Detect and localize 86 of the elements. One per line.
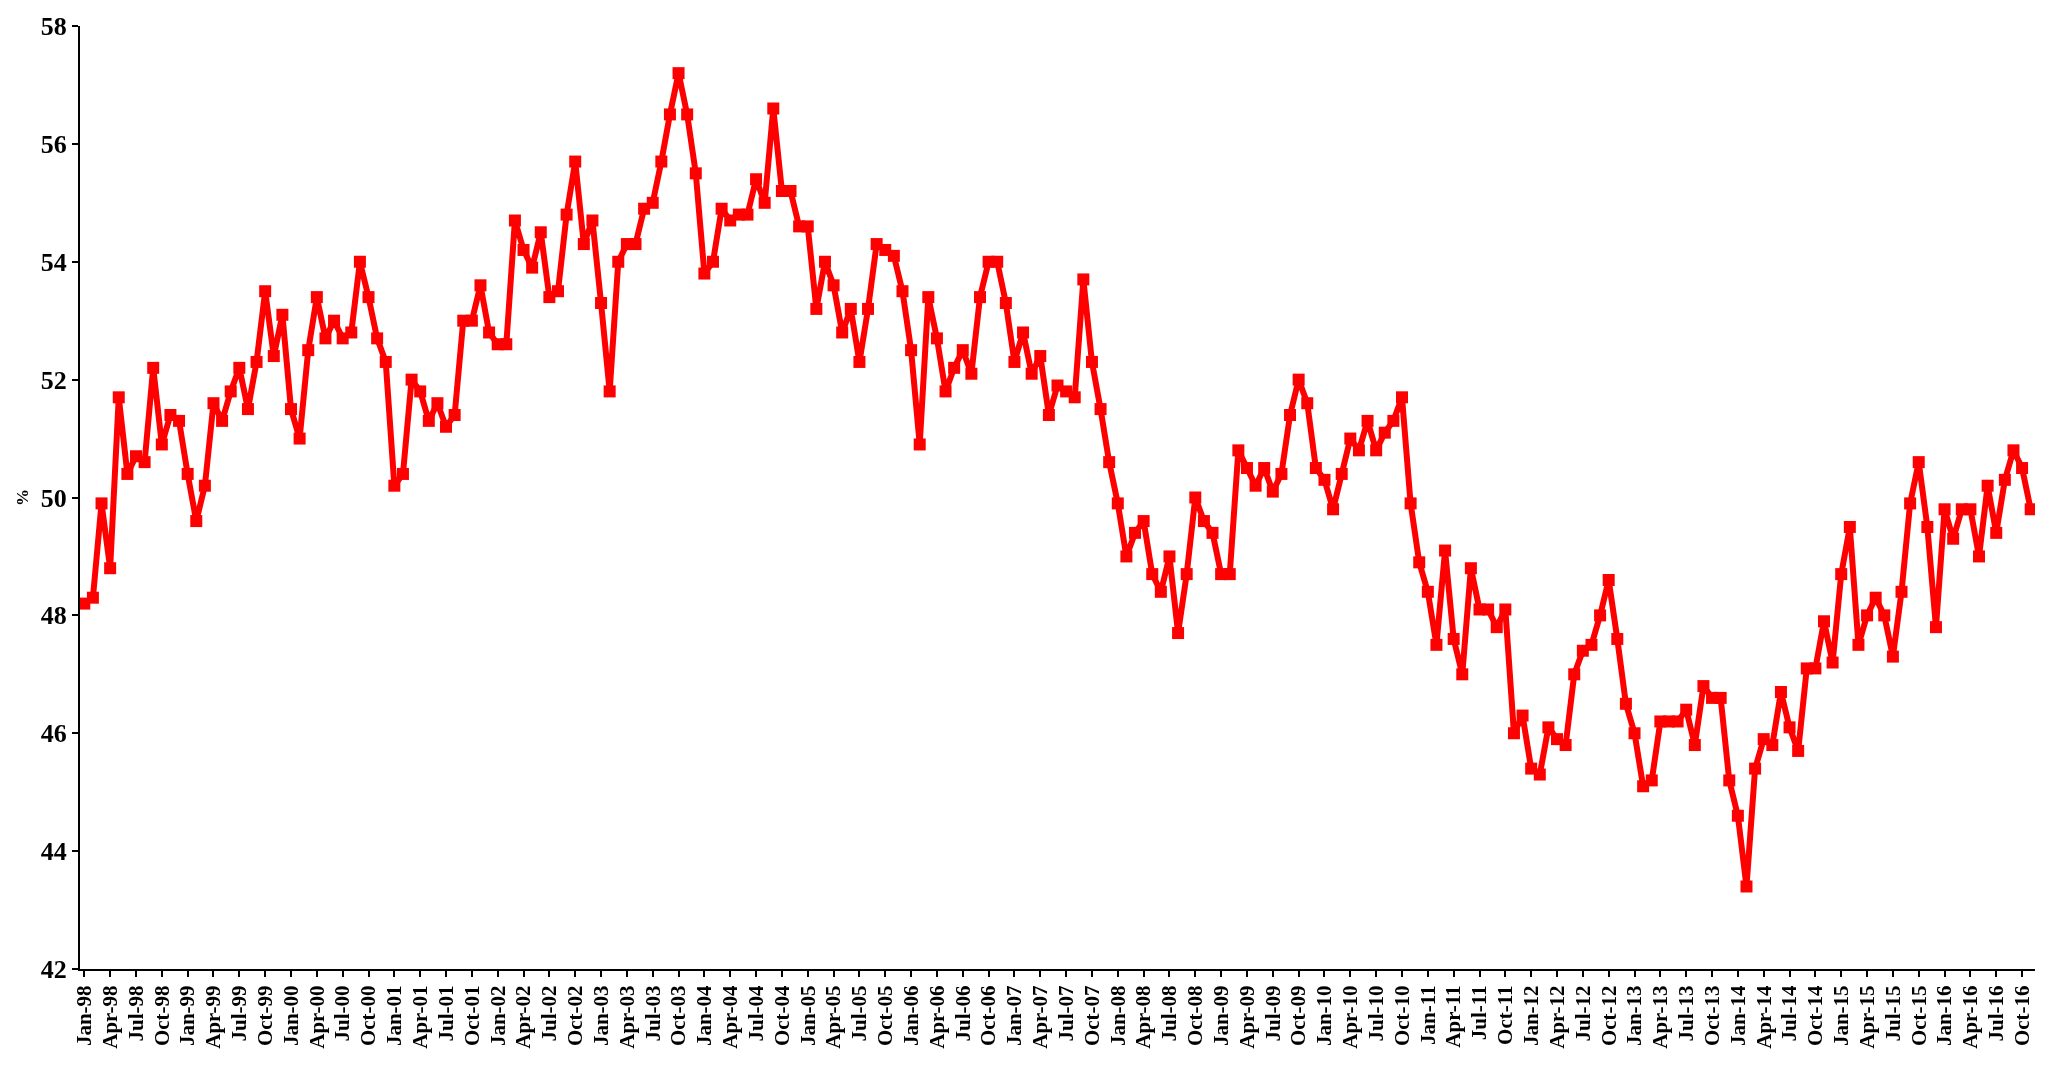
x-tick-label: Jul-09 [1260, 985, 1285, 1042]
x-tick-label: Apr-12 [1544, 985, 1569, 1049]
x-tick-label: Jul-10 [1363, 985, 1388, 1042]
x-tick-label: Jan-13 [1622, 985, 1647, 1047]
x-tick-label: Jul-99 [227, 985, 252, 1042]
x-tick-label: Apr-08 [1131, 985, 1156, 1049]
x-tick-label: Jul-11 [1467, 985, 1492, 1041]
y-tick-label: 46 [40, 719, 67, 749]
x-tick-label: Jan-11 [1415, 985, 1440, 1045]
x-tick-label: Oct-10 [1389, 985, 1414, 1047]
x-tick-label: Apr-15 [1854, 985, 1879, 1049]
x-tick-label: Apr-11 [1441, 985, 1466, 1048]
x-tick-label: Jan-07 [1002, 985, 1027, 1047]
x-tick-label: Jan-14 [1725, 984, 1750, 1047]
x-tick-label: Oct-01 [459, 985, 484, 1047]
x-tick-label: Oct-09 [1286, 985, 1311, 1047]
x-tick-label: Jan-00 [278, 985, 303, 1047]
x-tick-label: Oct-00 [356, 985, 381, 1047]
x-tick-label: Jul-12 [1570, 985, 1595, 1042]
x-tick-label: Jul-08 [1157, 985, 1182, 1042]
x-tick-label: Apr-02 [511, 985, 536, 1049]
x-tick-label: Apr-14 [1751, 984, 1776, 1049]
y-tick-label: 44 [40, 837, 67, 867]
x-tick-label: Jul-05 [847, 985, 872, 1042]
x-tick-label: Jan-02 [485, 985, 510, 1047]
y-tick-label: 50 [40, 483, 67, 513]
x-tick-label: Oct-02 [563, 985, 588, 1047]
x-tick-label: Apr-98 [97, 985, 122, 1049]
x-tick-label: Jul-06 [950, 985, 975, 1042]
x-tick-label: Apr-05 [821, 985, 846, 1049]
x-tick-label: Jul-07 [1053, 985, 1078, 1042]
y-tick-label: 42 [40, 955, 67, 985]
x-tick-label: Jul-16 [1984, 985, 2009, 1042]
x-tick-label: Apr-99 [201, 985, 226, 1049]
x-tick-label: Jan-16 [1932, 985, 1957, 1047]
x-tick-label: Oct-04 [769, 984, 794, 1047]
x-tick-label: Apr-04 [718, 984, 743, 1049]
x-tick-label: Jul-14 [1777, 984, 1802, 1042]
x-tick-label: Oct-99 [253, 985, 277, 1047]
x-tick-label: Jan-98 [72, 985, 97, 1047]
x-tick-label: Jul-15 [1880, 985, 1905, 1042]
x-tick-label: Oct-11 [1493, 985, 1518, 1045]
x-tick-label: Oct-98 [149, 985, 174, 1047]
x-tick-label: Apr-03 [614, 985, 639, 1049]
x-tick-label: Jul-04 [743, 984, 768, 1042]
x-tick-label: Apr-13 [1648, 985, 1673, 1049]
x-tick-label: Apr-07 [1028, 985, 1053, 1049]
y-tick-label: 54 [40, 247, 67, 277]
x-tick-label: Jan-08 [1105, 985, 1130, 1047]
x-tick-label: Jan-15 [1829, 985, 1854, 1047]
y-tick-label: 58 [40, 12, 67, 42]
x-tick-label: Apr-09 [1234, 985, 1259, 1049]
x-tick-label: Jul-98 [123, 985, 148, 1042]
x-tick-label: Jan-05 [795, 985, 820, 1047]
x-tick-label: Oct-03 [666, 985, 691, 1047]
x-tick-label: Oct-12 [1596, 985, 1621, 1047]
x-tick-label: Apr-06 [924, 985, 949, 1049]
x-tick-label: Oct-15 [1906, 985, 1931, 1047]
x-tick-label: Jan-10 [1312, 985, 1337, 1047]
x-tick-label: Jan-99 [175, 985, 200, 1047]
x-tick-label: Oct-13 [1699, 985, 1724, 1047]
y-tick-label: 56 [40, 129, 67, 159]
x-tick-label: Oct-14 [1803, 984, 1828, 1047]
y-tick-label: 52 [40, 365, 67, 395]
x-tick-label: Jan-04 [692, 984, 717, 1047]
x-tick-label: Apr-16 [1958, 985, 1983, 1049]
x-tick-label: Jul-00 [330, 985, 355, 1042]
x-tick-label: Jan-01 [382, 985, 407, 1047]
x-tick-label: Jul-02 [537, 985, 562, 1042]
x-tick-label: Oct-05 [873, 985, 898, 1047]
x-tick-label: Oct-08 [1183, 985, 1208, 1047]
y-tick-label: 48 [40, 601, 67, 631]
x-tick-label: Jul-01 [433, 985, 458, 1042]
x-tick-label: Oct-07 [1079, 985, 1104, 1047]
x-tick-label: Oct-16 [2009, 985, 2034, 1047]
x-tick-label: Apr-00 [304, 985, 329, 1049]
x-tick-label: Jan-03 [588, 985, 613, 1047]
x-tick-label: Jan-12 [1519, 985, 1544, 1047]
x-tick-label: Jan-09 [1208, 985, 1233, 1047]
y-axis-title: % [12, 489, 32, 506]
x-tick-label: Apr-10 [1338, 985, 1363, 1049]
x-tick-label: Jul-03 [640, 985, 665, 1042]
x-tick-label: Apr-01 [408, 985, 433, 1049]
x-tick-label: Oct-06 [976, 985, 1001, 1047]
x-tick-label: Jul-13 [1674, 985, 1699, 1042]
x-tick-label: Jan-06 [898, 985, 923, 1047]
